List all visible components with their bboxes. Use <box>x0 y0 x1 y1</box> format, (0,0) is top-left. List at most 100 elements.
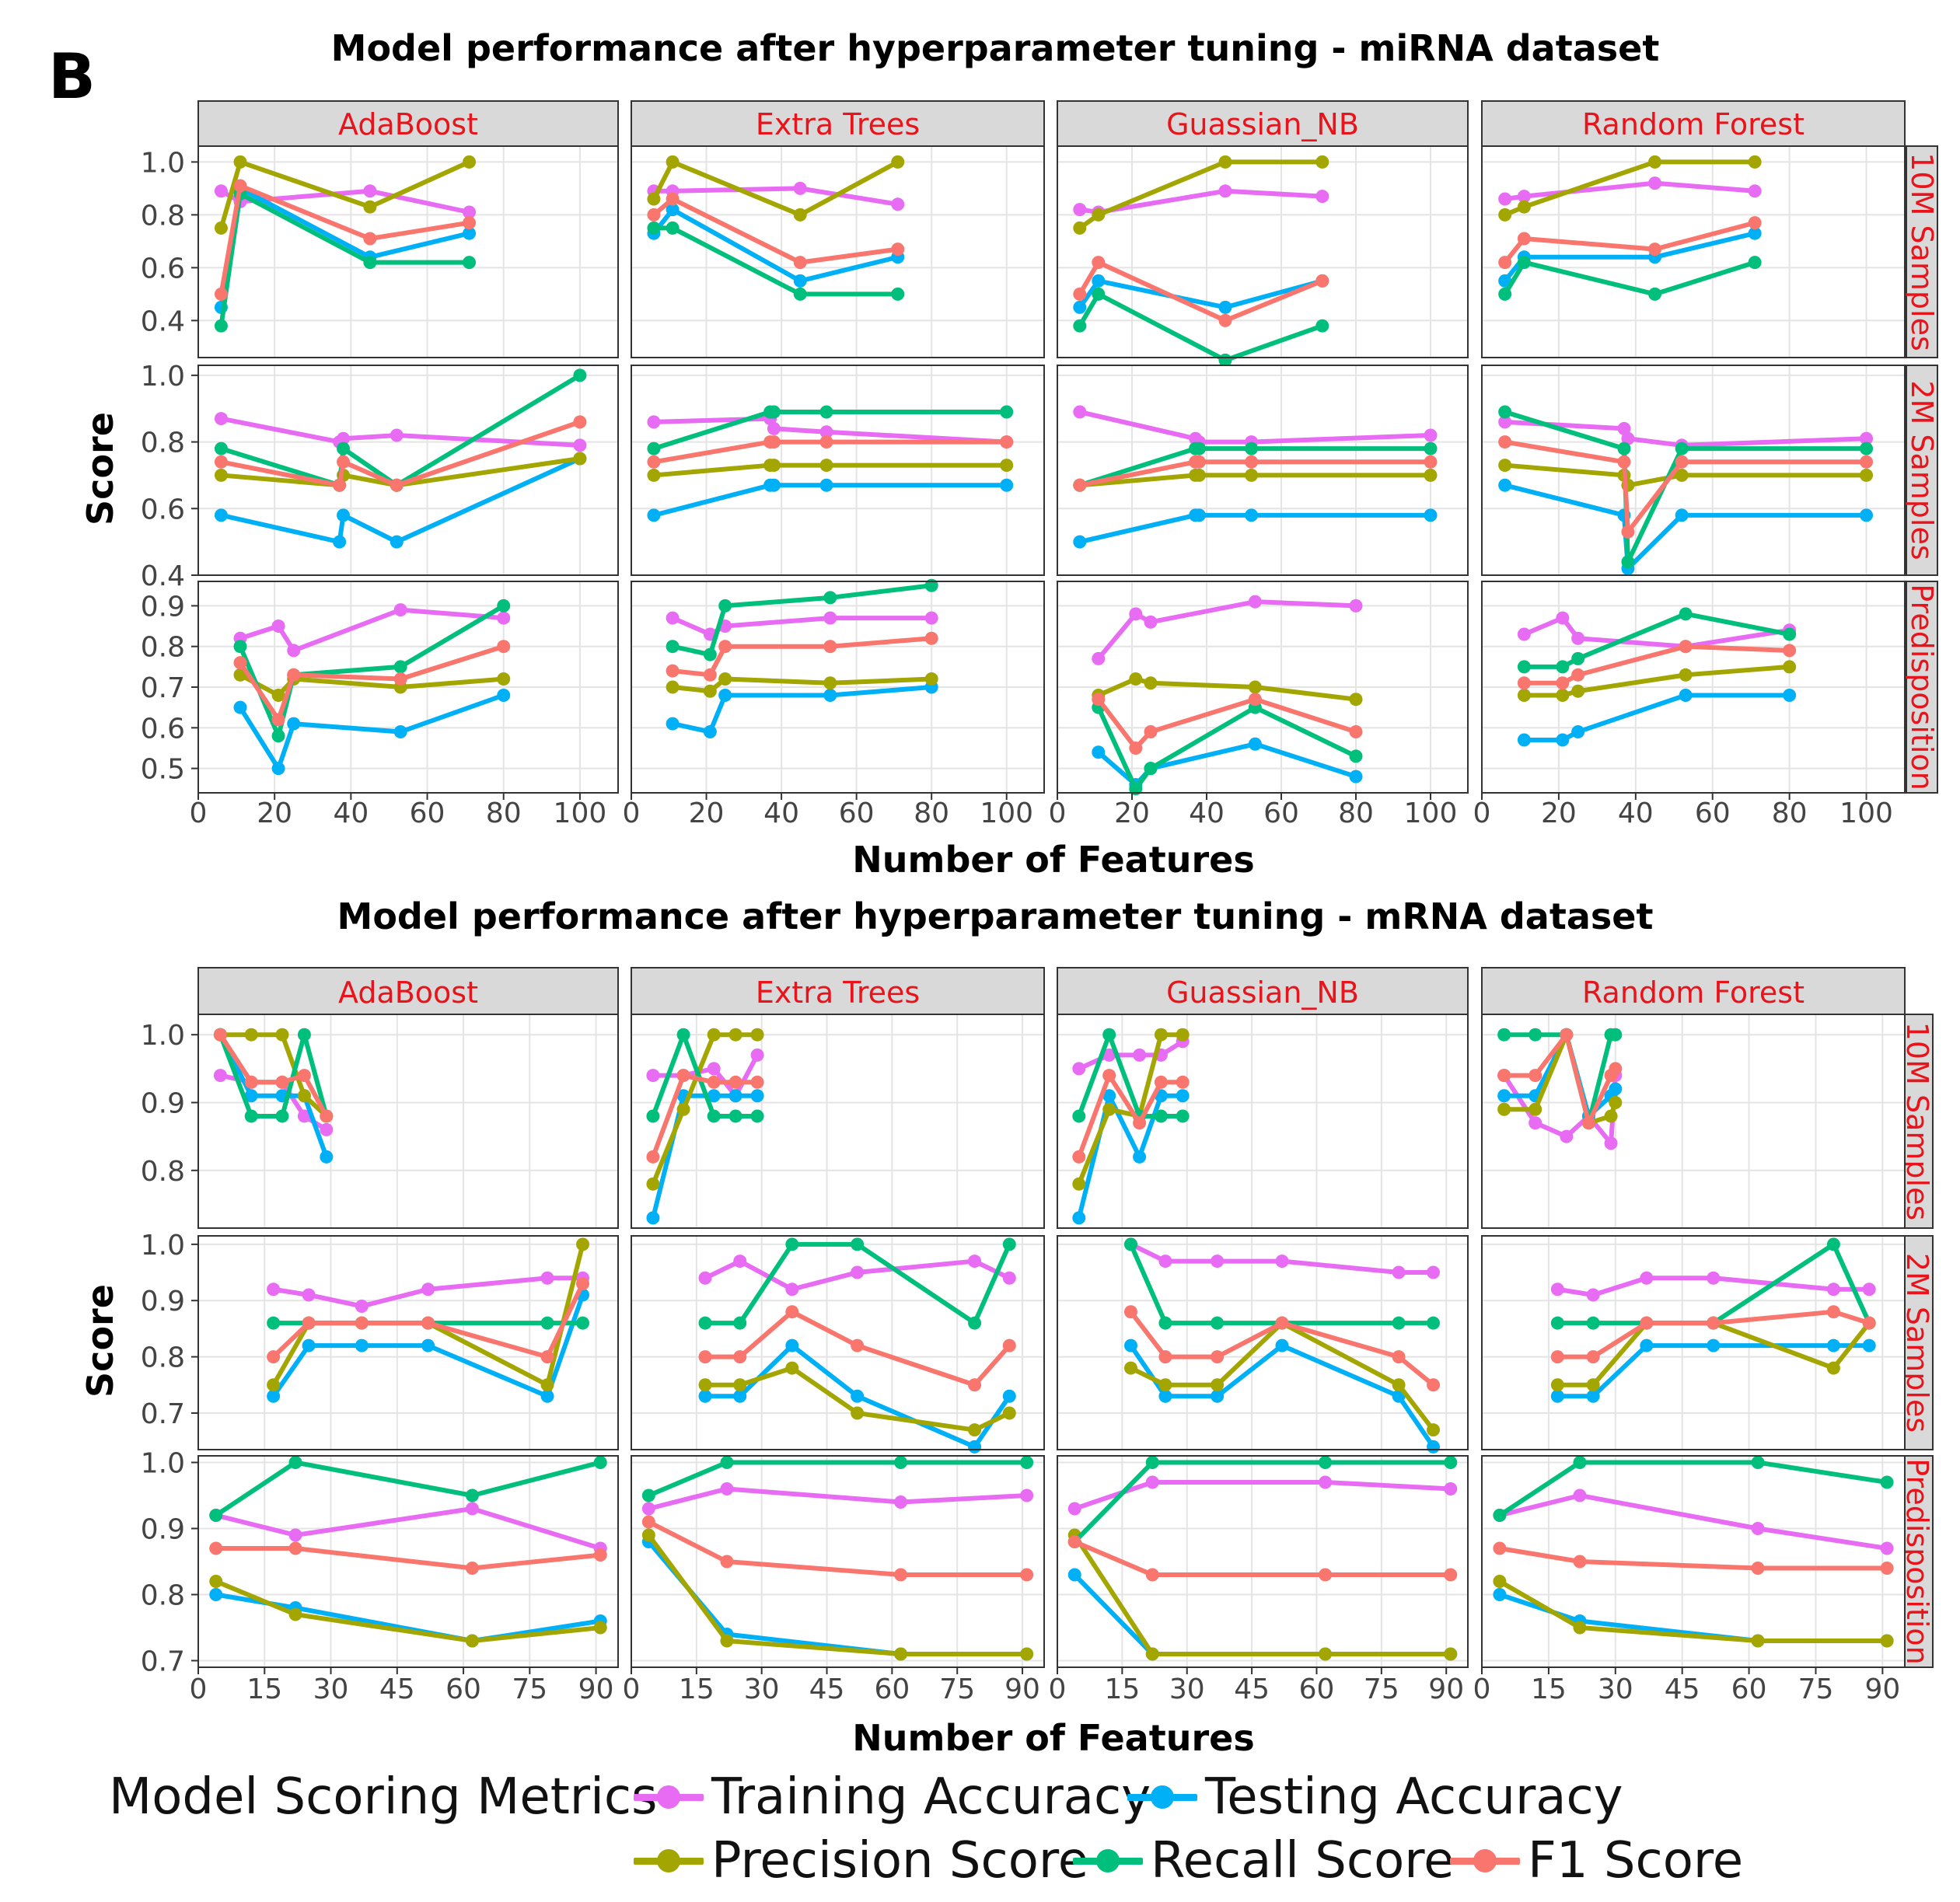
data-point-f1-score <box>1517 232 1531 246</box>
data-point-precision-score <box>1586 1378 1600 1392</box>
panel-border <box>1481 145 1906 358</box>
facet-panel-adaboost-10m-samples <box>191 145 619 358</box>
y-tick-label: 1.0 <box>141 1448 185 1480</box>
data-point-testing-accuracy <box>1556 733 1570 747</box>
data-point-training-accuracy <box>393 603 407 617</box>
data-point-recall-score <box>233 640 247 654</box>
y-tick-label: 0.8 <box>141 200 185 232</box>
data-point-testing-accuracy <box>1748 226 1762 240</box>
data-point-f1-score <box>707 1075 721 1089</box>
panel-frame <box>1481 145 1906 358</box>
data-point-f1-score <box>297 1069 311 1083</box>
data-point-precision-score <box>540 1378 554 1392</box>
panel-border <box>1057 365 1469 576</box>
data-point-recall-score <box>823 591 837 605</box>
data-point-f1-score <box>1424 455 1438 469</box>
data-point-f1-score <box>1550 1350 1564 1364</box>
data-point-precision-score <box>647 192 661 206</box>
data-point-f1-score <box>1783 644 1797 658</box>
legend-key-precision-score <box>634 1834 704 1888</box>
data-point-training-accuracy <box>1319 1475 1333 1489</box>
x-tick-label: 60 <box>1263 797 1299 829</box>
data-point-precision-score <box>1675 468 1689 482</box>
data-point-testing-accuracy <box>1493 1588 1507 1601</box>
x-tick-label: 100 <box>980 797 1033 829</box>
data-point-training-accuracy <box>1424 428 1438 442</box>
data-point-training-accuracy <box>750 1048 764 1062</box>
data-point-precision-score <box>728 1028 742 1042</box>
x-tick-label: 30 <box>1598 1673 1633 1705</box>
data-point-precision-score <box>1123 1361 1137 1375</box>
panel-border <box>197 1455 619 1668</box>
data-point-testing-accuracy <box>1349 770 1363 783</box>
facet-label-random-forest: Random Forest <box>1582 975 1805 1010</box>
x-tick-label: 0 <box>1049 797 1067 829</box>
data-point-training-accuracy <box>1560 1129 1574 1143</box>
x-tick-label: 0 <box>1049 1673 1067 1705</box>
row-label-predisposition: Predisposition <box>1900 1458 1934 1664</box>
data-point-testing-accuracy <box>1550 1389 1564 1403</box>
data-point-recall-score <box>1020 1456 1034 1469</box>
x-tick-label: 15 <box>1104 1673 1140 1705</box>
data-point-precision-score <box>209 1575 223 1588</box>
data-point-precision-score <box>698 1378 712 1392</box>
panel-frame <box>197 145 619 358</box>
series-line-recall-score <box>218 191 472 329</box>
data-point-recall-score <box>718 599 732 612</box>
data-point-training-accuracy <box>1102 1048 1116 1062</box>
panel-letter: B <box>48 40 96 113</box>
series-line-training-accuracy <box>1502 180 1758 201</box>
facet-panel-guassian-nb-2m-samples <box>1057 1235 1469 1454</box>
data-point-f1-score <box>1020 1568 1034 1582</box>
x-tick-label: 45 <box>1665 1673 1700 1705</box>
y-tick-label: 0.8 <box>141 1342 185 1374</box>
facet-strip-guassian-nb <box>1057 100 1469 147</box>
data-point-recall-score <box>337 441 351 455</box>
x-tick-label: 30 <box>313 1673 349 1705</box>
facet-panel-extra-trees-2m-samples <box>631 365 1045 576</box>
data-point-testing-accuracy <box>646 1211 660 1225</box>
data-point-training-accuracy <box>1648 176 1662 190</box>
data-point-testing-accuracy <box>1133 1150 1147 1164</box>
legend-dot <box>657 1849 680 1872</box>
data-point-precision-score <box>1556 688 1570 702</box>
data-point-precision-score <box>1783 660 1797 674</box>
data-point-recall-score <box>1550 1316 1564 1330</box>
x-tick-label: 100 <box>554 797 607 829</box>
data-point-f1-score <box>851 1338 865 1352</box>
data-point-training-accuracy <box>819 425 833 439</box>
facet-panel-extra-trees-predisposition: 0 15 30 45 60 75 90 <box>623 1455 1045 1705</box>
data-point-precision-score <box>1192 468 1206 482</box>
data-point-precision-score <box>1609 1095 1623 1109</box>
y-tick-label: 0.6 <box>141 713 185 745</box>
data-point-recall-score <box>1154 1109 1168 1123</box>
data-point-f1-score <box>1072 1150 1086 1164</box>
data-point-recall-score <box>720 1456 734 1469</box>
data-point-training-accuracy <box>646 1069 660 1083</box>
data-point-training-accuracy <box>767 421 781 435</box>
series-line-f1-score <box>1072 1539 1453 1577</box>
facet-strip-adaboost <box>197 967 619 1015</box>
data-point-precision-score <box>1529 1102 1542 1116</box>
data-point-training-accuracy <box>823 611 837 625</box>
facet-strip-extra-trees <box>631 967 1045 1015</box>
y-tick-label: 1.0 <box>141 1020 185 1052</box>
data-point-precision-score <box>1072 1177 1086 1191</box>
facet-panel-adaboost-2m-samples <box>191 365 619 576</box>
x-tick-label: 0 <box>190 1673 208 1705</box>
legend-key-recall-score <box>1073 1834 1143 1888</box>
data-point-training-accuracy <box>1349 599 1363 612</box>
x-tick-label: 0 <box>1473 797 1491 829</box>
facet-strip-random-forest <box>1481 967 1906 1015</box>
data-point-training-accuracy <box>297 1109 311 1123</box>
data-point-training-accuracy <box>851 1265 865 1279</box>
data-point-precision-score <box>1020 1647 1034 1661</box>
data-point-f1-score <box>1675 455 1689 469</box>
data-point-recall-score <box>1176 1109 1190 1123</box>
data-point-testing-accuracy <box>1000 478 1014 492</box>
data-point-precision-score <box>463 155 477 169</box>
data-point-recall-score <box>1245 441 1259 455</box>
data-point-f1-score <box>1444 1568 1458 1582</box>
data-point-testing-accuracy <box>767 478 781 492</box>
